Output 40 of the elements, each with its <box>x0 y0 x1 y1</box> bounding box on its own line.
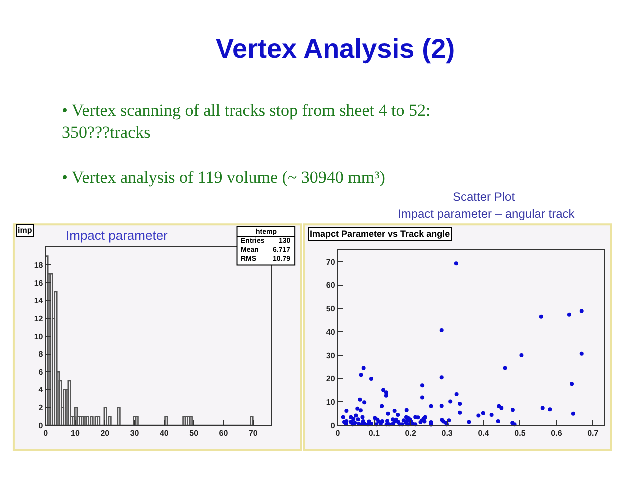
x-tick-label: 0.2 <box>405 429 417 438</box>
x-tick-label: 0.5 <box>514 429 526 438</box>
x-tick-label: 60 <box>219 429 229 438</box>
x-tick-label: 0.7 <box>588 429 600 438</box>
y-tick-label: 50 <box>326 304 336 314</box>
y-tick-label: 0 <box>38 421 44 430</box>
y-tick-label: 14 <box>34 296 44 306</box>
x-tick-label: 20 <box>100 429 110 438</box>
y-tick-label: 12 <box>34 314 44 324</box>
y-tick-label: 18 <box>34 261 44 270</box>
y-tick-label: 10 <box>34 332 44 342</box>
text: imp <box>18 226 32 235</box>
y-tick-label: 4 <box>38 386 44 395</box>
text: Scatter Plot <box>453 190 516 204</box>
x-tick-label: 0.4 <box>478 429 490 438</box>
y-tick-label: 60 <box>326 281 336 290</box>
y-tick-label: 16 <box>34 278 44 288</box>
x-tick-label: 30 <box>130 429 140 438</box>
text: Impact parameter – angular track <box>398 207 576 221</box>
y-tick-label: 70 <box>326 258 336 267</box>
x-tick-label: 10 <box>71 429 80 438</box>
x-tick-label: 0.3 <box>442 429 454 438</box>
x-tick-label: 70 <box>248 429 258 438</box>
y-tick-label: 20 <box>326 374 336 384</box>
x-tick-label: 40 <box>160 429 170 438</box>
x-tick-label: 0.1 <box>368 429 381 438</box>
x-tick-label: 0.6 <box>551 429 563 438</box>
x-tick-label: 50 <box>190 429 200 438</box>
y-tick-label: 10 <box>326 398 336 407</box>
chart-title: Impact parameter <box>66 228 169 243</box>
chart-title: Imapct Parameter vs Track angle <box>310 229 450 239</box>
y-tick-label: 2 <box>38 404 44 412</box>
text: Vertex Analysis (2) <box>216 34 456 64</box>
y-tick-label: 0 <box>330 421 336 430</box>
text: • Vertex analysis of 119 volume (~ 30940 mm³) <box>62 168 386 187</box>
y-tick-label: 8 <box>38 350 44 360</box>
text: • Vertex scanning of all tracks stop from sheet 4 to 52: 350???tracks <box>62 101 431 142</box>
y-tick-label: 30 <box>326 351 336 360</box>
y-tick-label: 40 <box>326 328 336 337</box>
y-tick-label: 6 <box>38 368 44 377</box>
